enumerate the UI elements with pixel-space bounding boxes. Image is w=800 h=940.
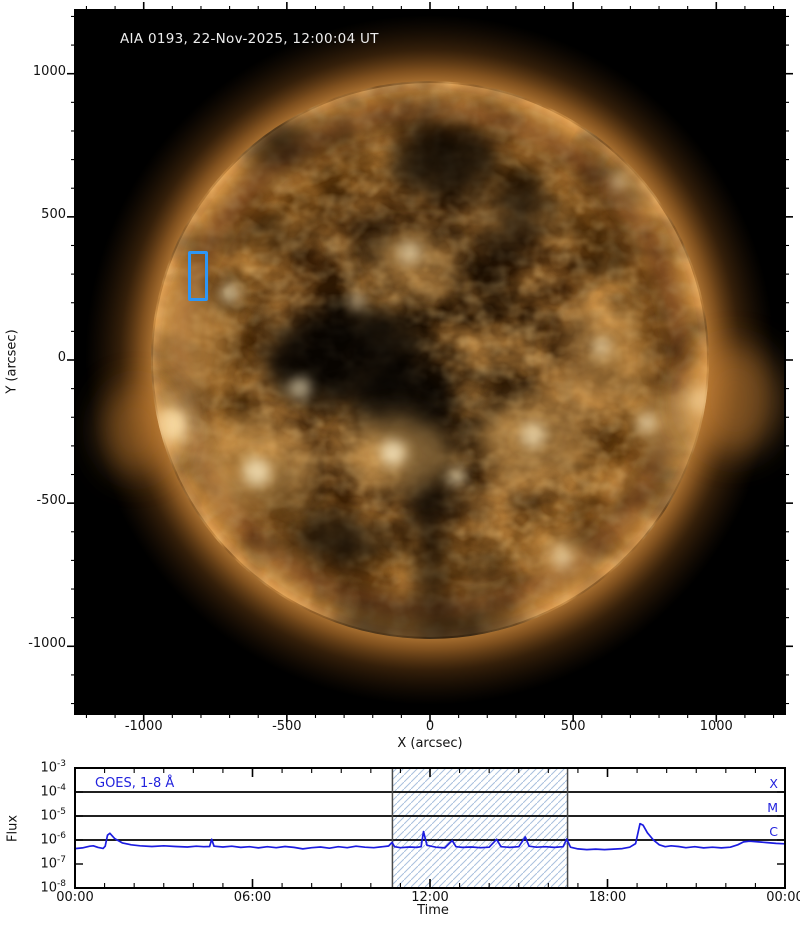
aia-y-tick-label: 0	[57, 350, 66, 365]
goes-y-tick-label: 10-3	[40, 759, 66, 776]
sun-image	[75, 10, 785, 714]
aia-y-tick-label: 500	[41, 206, 66, 222]
aia-x-tick-label: -1000	[124, 719, 163, 734]
aia-x-tick-label: 0	[425, 719, 435, 734]
aia-x-tick-label: -500	[272, 719, 302, 734]
goes-yaxis-title: Flux	[5, 814, 21, 843]
goes-y-tick-label: 10-8	[40, 879, 66, 896]
goes-x-tick-label: 18:00	[588, 890, 627, 905]
goes-y-tick-label: 10-4	[40, 783, 66, 800]
goes-x-tick-label: 00:00	[766, 890, 800, 905]
goes-x-tick-label: 00:00	[56, 890, 94, 905]
aia-title: AIA 0193, 22-Nov-2025, 12:00:04 UT	[120, 31, 379, 47]
aia-image-panel: AIA 0193, 22-Nov-2025, 12:00:04 UT	[75, 10, 785, 714]
goes-legend: GOES, 1-8 Å	[95, 776, 175, 791]
aia-yaxis-title: Y (arcsec)	[4, 329, 20, 394]
goes-flux-panel: GOES, 1-8 Å	[75, 768, 785, 888]
aia-y-tick-label: 1000	[32, 63, 66, 79]
aia-y-tick-label: -500	[36, 493, 66, 509]
goes-y-tick-label: 10-6	[40, 831, 66, 848]
aia-x-tick-label: 500	[560, 719, 586, 734]
aia-x-tick-label: 1000	[699, 719, 733, 734]
goes-y-tick-label: 10-5	[40, 807, 66, 824]
event-window-hatch	[392, 768, 568, 888]
goes-xaxis-title: Time	[417, 903, 449, 918]
goes-x-tick-label: 12:00	[411, 890, 449, 905]
goes-y-tick-label: 10-7	[40, 855, 66, 872]
aia-y-tick-label: -1000	[28, 636, 66, 652]
aia-xaxis-title: X (arcsec)	[397, 736, 463, 751]
goes-flux-chart	[75, 768, 785, 888]
roi-box	[188, 251, 209, 302]
goes-x-tick-label: 06:00	[233, 890, 272, 905]
